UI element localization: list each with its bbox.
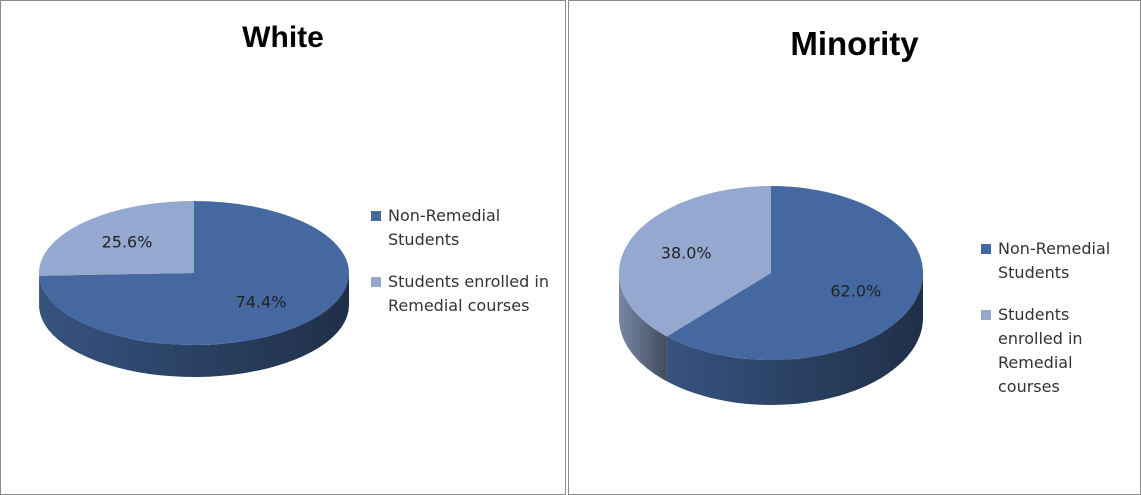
chart-panel: 62.0% 38.0% Minority Non-Remedial Students S… xyxy=(568,0,1141,495)
legend-label: Students enrolled in Remedial courses xyxy=(998,305,1083,396)
legend-swatch xyxy=(371,211,381,221)
legend-item: Non-Remedial Students xyxy=(371,204,551,252)
legend-label: Non-Remedial Students xyxy=(388,206,501,249)
legend-item: Students enrolled in Remedial courses xyxy=(981,303,1131,399)
pie-top xyxy=(39,201,349,345)
legend-item: Students enrolled in Remedial courses xyxy=(371,270,551,318)
pie-slice xyxy=(619,186,771,382)
chart-panel: 74.4% 25.6% White Non-Remedial Students Stud… xyxy=(0,0,566,495)
pie-top xyxy=(666,185,924,360)
legend-label: Students enrolled in Remedial courses xyxy=(388,272,549,315)
legend: Non-Remedial Students Students enrolled i… xyxy=(981,237,1131,417)
legend-label: Non-Remedial Students xyxy=(998,239,1111,282)
data-label: 25.6% xyxy=(102,233,153,252)
pie-top xyxy=(38,201,194,276)
pie-side xyxy=(666,273,923,405)
legend: Non-Remedial Students Students enrolled i… xyxy=(371,204,551,336)
pie-top xyxy=(619,186,771,337)
legend-swatch xyxy=(371,277,381,287)
data-label: 38.0% xyxy=(661,243,712,262)
pie-slice xyxy=(39,201,349,377)
pie-chart: 62.0% 38.0% xyxy=(619,185,924,405)
chart-title: Minority xyxy=(790,25,919,62)
legend-item: Non-Remedial Students xyxy=(981,237,1131,285)
pie-side xyxy=(39,273,349,377)
pie-slice xyxy=(38,201,194,308)
data-label: 62.0% xyxy=(830,282,881,301)
pie-chart: 74.4% 25.6% xyxy=(38,201,349,377)
pie-side xyxy=(619,273,667,382)
legend-swatch xyxy=(981,244,991,254)
legend-swatch xyxy=(981,310,991,320)
pie-slice xyxy=(666,185,924,405)
chart-title: White xyxy=(242,21,324,54)
data-label: 74.4% xyxy=(236,292,287,311)
